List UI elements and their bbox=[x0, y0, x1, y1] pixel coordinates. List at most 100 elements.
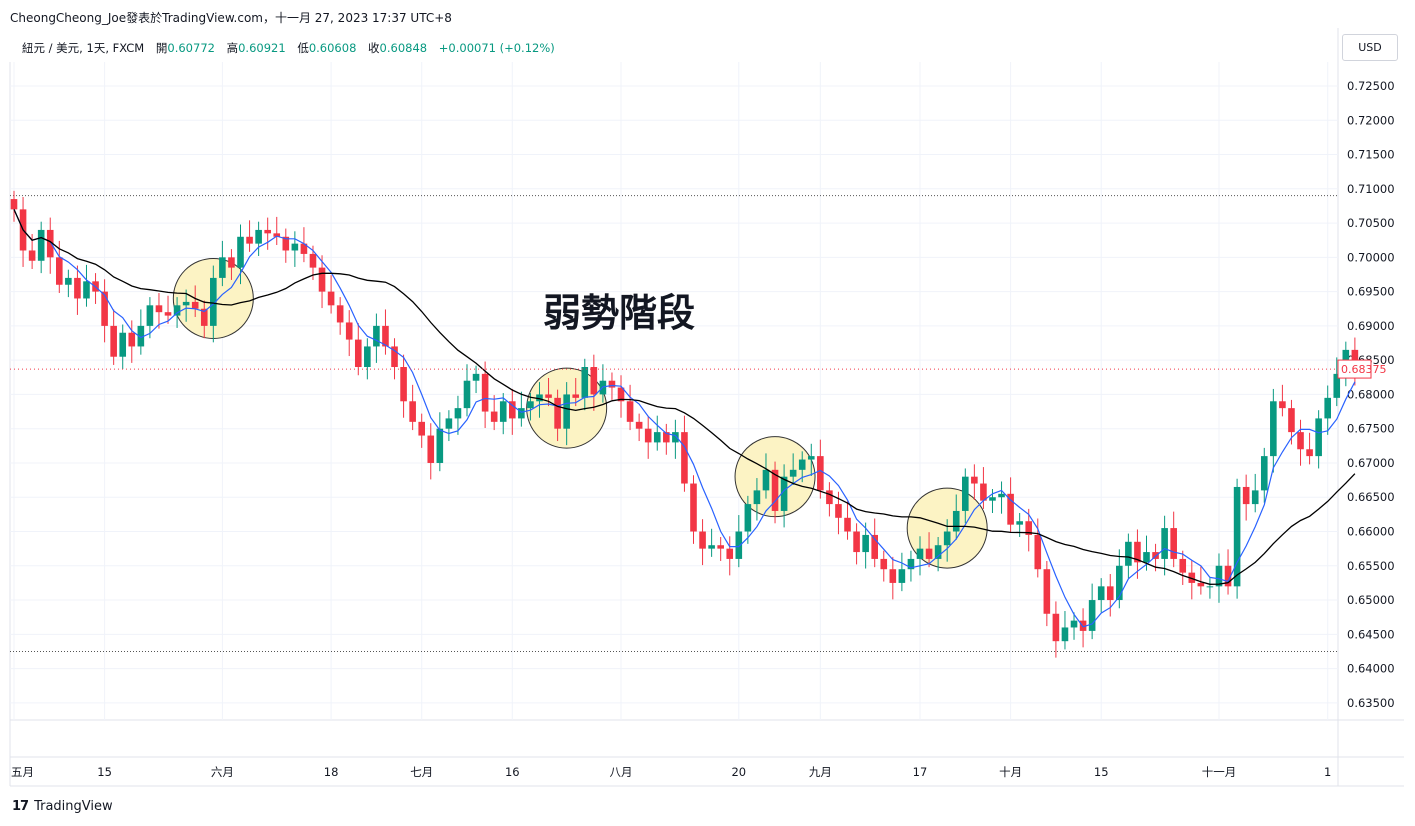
y-tick-label: 0.66000 bbox=[1347, 525, 1395, 539]
candle-body bbox=[780, 476, 788, 511]
candle-body bbox=[1224, 565, 1232, 587]
candle-body bbox=[445, 418, 453, 429]
candle-body bbox=[37, 229, 45, 261]
candle-body bbox=[1351, 349, 1359, 370]
candle-body bbox=[1070, 620, 1078, 628]
candle-body bbox=[590, 367, 598, 395]
candle-body bbox=[581, 367, 589, 398]
candle-body bbox=[862, 534, 869, 553]
candle-body bbox=[735, 531, 743, 559]
symbol-label: 紐元 / 美元, 1天, FXCM bbox=[22, 41, 145, 55]
x-tick-label: 十一月 bbox=[1202, 765, 1237, 779]
candle-body bbox=[817, 456, 824, 491]
candle-body bbox=[971, 476, 978, 484]
candle-body bbox=[382, 325, 389, 347]
annotation-text: 弱勢階段 bbox=[543, 291, 695, 335]
candle-body bbox=[1043, 569, 1051, 614]
candle-body bbox=[282, 236, 290, 251]
candle-body bbox=[1161, 528, 1168, 559]
candle-body bbox=[1206, 586, 1214, 588]
candle-body bbox=[228, 257, 235, 268]
candle-body bbox=[690, 483, 697, 532]
candle-body bbox=[1143, 552, 1150, 563]
x-tick-label: 1 bbox=[1324, 765, 1331, 779]
candle-body bbox=[1125, 541, 1132, 566]
candle-body bbox=[463, 380, 471, 409]
candle-body bbox=[219, 257, 226, 278]
x-tick-label: 15 bbox=[97, 765, 112, 779]
candle-body bbox=[608, 380, 616, 388]
candle-body bbox=[1179, 558, 1187, 573]
candle-body bbox=[635, 421, 643, 429]
candle-body bbox=[255, 229, 262, 244]
y-tick-label: 0.71500 bbox=[1347, 148, 1395, 162]
open-label: 開 bbox=[155, 41, 168, 55]
candle-body bbox=[509, 401, 516, 419]
candle-body bbox=[952, 510, 960, 532]
y-tick-label: 0.64000 bbox=[1347, 662, 1395, 676]
candle-body bbox=[563, 394, 570, 429]
candle-body bbox=[400, 367, 407, 402]
candle-body bbox=[826, 490, 833, 505]
candle-body bbox=[1251, 490, 1259, 505]
x-tick-label: 18 bbox=[324, 765, 339, 779]
y-tick-label: 0.67500 bbox=[1347, 422, 1395, 436]
low-value: 0.60608 bbox=[308, 41, 357, 55]
candle-body bbox=[644, 428, 652, 443]
candle-body bbox=[1324, 397, 1331, 419]
y-tick-label: 0.63500 bbox=[1347, 696, 1395, 710]
candle-body bbox=[74, 277, 81, 299]
currency-button[interactable]: USD bbox=[1342, 34, 1398, 61]
candle-body bbox=[672, 432, 679, 443]
candle-body bbox=[554, 397, 561, 429]
candle-body bbox=[309, 253, 317, 268]
candle-body bbox=[200, 308, 208, 326]
candle-body bbox=[1333, 373, 1341, 398]
y-tick-label: 0.70000 bbox=[1347, 250, 1395, 264]
change-value: +0.00071 (+0.12%) bbox=[438, 41, 555, 55]
candle-body bbox=[46, 229, 54, 258]
ma-fast-line bbox=[13, 209, 1356, 628]
candle-body bbox=[1097, 586, 1105, 601]
candle-body bbox=[699, 531, 706, 549]
candle-body bbox=[481, 373, 489, 412]
candle-body bbox=[762, 469, 770, 491]
high-label: 高 bbox=[226, 41, 239, 55]
close-value: 0.60848 bbox=[379, 41, 428, 55]
candle-body bbox=[164, 312, 172, 316]
candle-body bbox=[291, 243, 299, 251]
candle-body bbox=[472, 373, 480, 381]
candle-body bbox=[119, 332, 127, 357]
x-tick-label: 五月 bbox=[11, 765, 34, 779]
candle-body bbox=[871, 534, 878, 559]
candle-body bbox=[391, 346, 398, 368]
x-tick-label: 七月 bbox=[410, 765, 433, 779]
candle-body bbox=[1134, 541, 1141, 563]
candle-body bbox=[300, 243, 308, 254]
candle-body bbox=[173, 305, 181, 316]
x-tick-label: 八月 bbox=[610, 765, 633, 779]
candle-body bbox=[545, 394, 552, 398]
x-tick-label: 九月 bbox=[809, 765, 832, 779]
candle-body bbox=[210, 277, 217, 326]
candle-body bbox=[137, 325, 145, 347]
candle-body bbox=[409, 401, 416, 422]
candle-body bbox=[717, 545, 724, 549]
candle-body bbox=[998, 493, 1005, 498]
candle-body bbox=[327, 291, 335, 306]
candle-body bbox=[798, 459, 806, 470]
candle-body bbox=[101, 291, 108, 326]
y-tick-label: 0.64500 bbox=[1347, 627, 1395, 641]
candle-body bbox=[663, 432, 670, 443]
candle-body bbox=[1088, 600, 1096, 631]
candle-body bbox=[373, 325, 380, 347]
candle-body bbox=[1188, 572, 1196, 583]
open-value: 0.60772 bbox=[167, 41, 215, 55]
candle-body bbox=[934, 545, 942, 559]
candle-body bbox=[527, 401, 534, 409]
candle-body bbox=[989, 497, 996, 501]
candle-body bbox=[1106, 586, 1114, 601]
candle-body bbox=[246, 236, 253, 244]
candle-body bbox=[835, 504, 842, 518]
